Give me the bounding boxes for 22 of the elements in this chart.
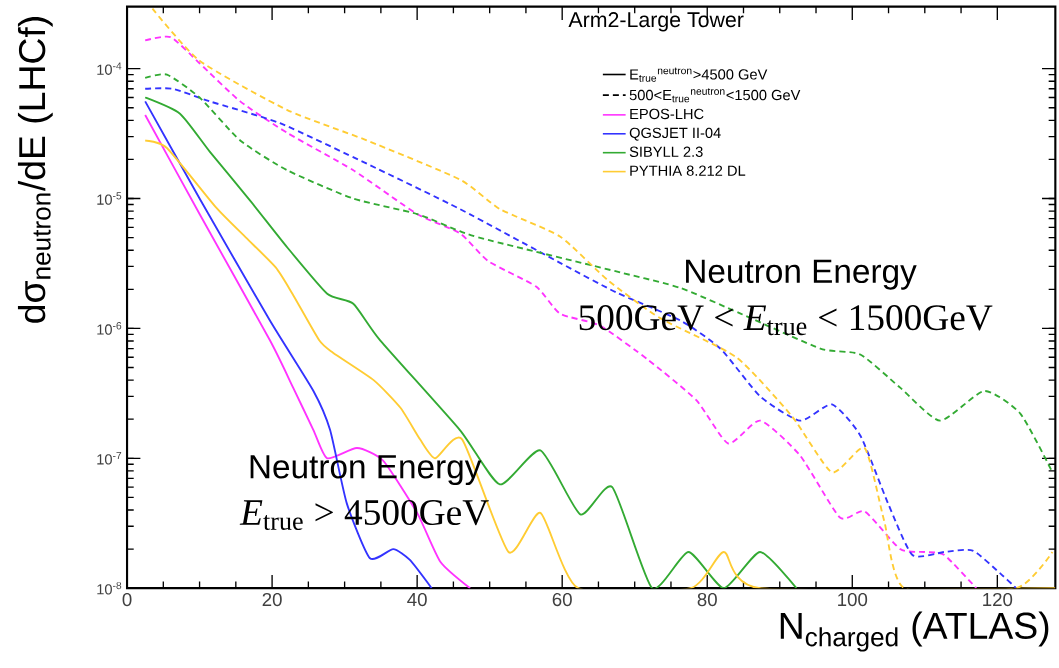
annotation: Neutron Energy <box>686 259 917 290</box>
x-tick-label: 60 <box>552 592 572 607</box>
legend-label: QGSJET II-04 <box>629 127 721 141</box>
x-tick-label: 20 <box>262 592 282 607</box>
y-tick-label: 10$^{-6}$ <box>97 322 122 335</box>
x-tick-label: 120 <box>983 592 1013 607</box>
y-axis-title: dσ$_{neutron}$/dE (LHCf) <box>17 17 53 323</box>
legend-label: EPOS-LHC <box>630 108 704 120</box>
y-tick-label: 10$^{-4}$ <box>97 62 122 75</box>
x-tick-label: 100 <box>838 592 868 607</box>
x-tick-label: 40 <box>407 592 427 607</box>
legend-label: SIBYLL 2.3 <box>629 146 703 157</box>
y-tick-label: 10$^{-7}$ <box>97 451 122 465</box>
annotation: 500<E$_{true}$$^{neutron}$<1500 GeV <box>629 88 801 103</box>
legend-label: PYTHIA 8.212 DL <box>630 165 746 176</box>
y-tick-label: 10$^{-8}$ <box>97 581 122 595</box>
y-tick-label: 10$^{-5}$ <box>97 192 122 205</box>
x-tick-label: 80 <box>697 592 717 607</box>
annotation: E$_{true}$$^{neutron}$>4500 GeV <box>630 67 768 82</box>
x-axis-title: N$_{charged}$ (ATLAS) <box>780 611 1049 652</box>
chart-title: Arm2-Large Tower <box>568 12 744 32</box>
x-tick-label: 0 <box>122 592 132 607</box>
